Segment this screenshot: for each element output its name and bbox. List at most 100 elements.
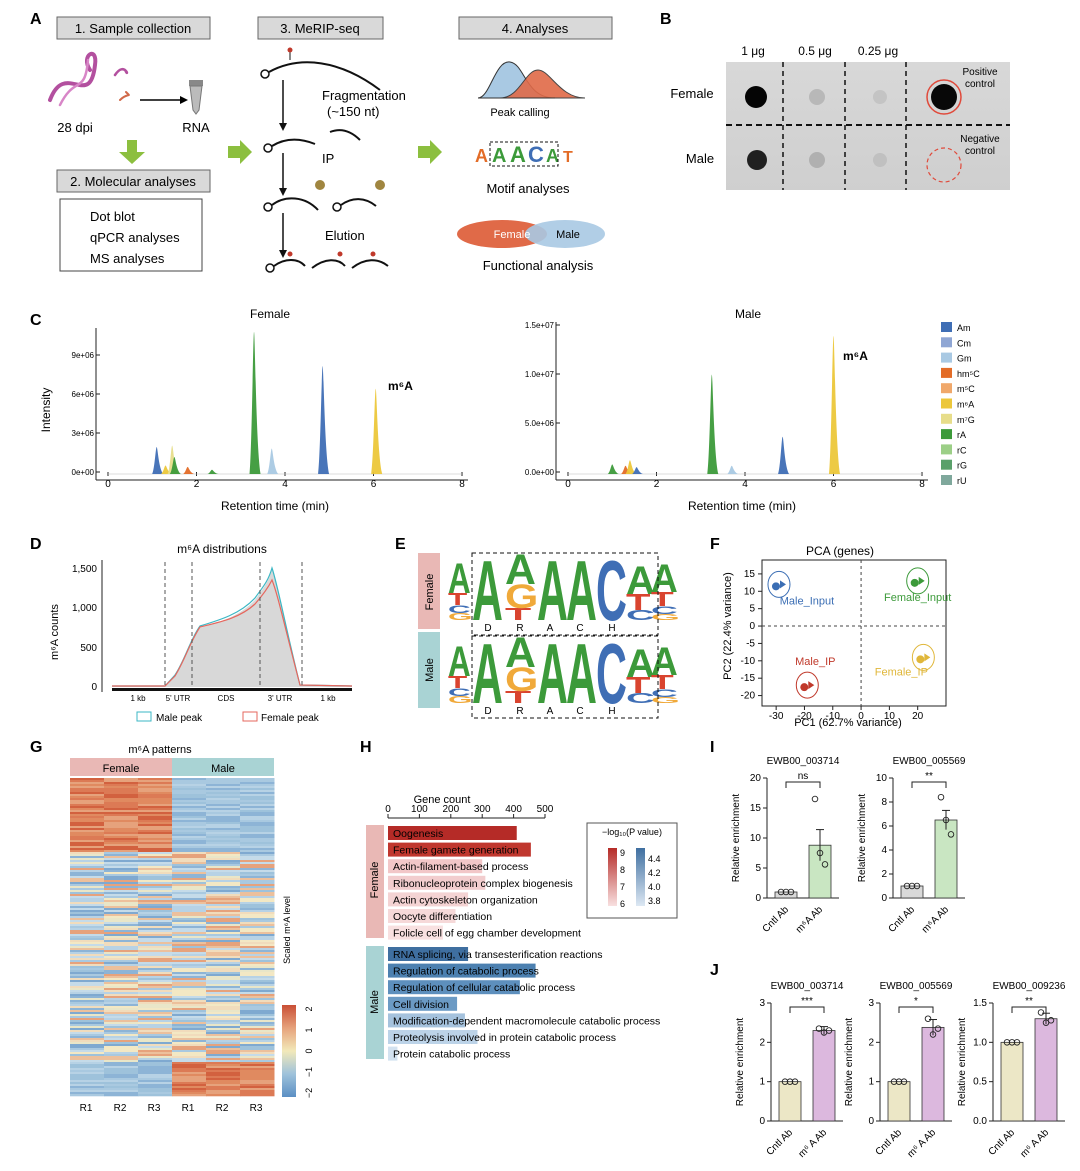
g-heatmap-cell [104,858,139,861]
g-heatmap-cell [70,864,105,867]
g-heatmap-cell [206,790,241,793]
g-heatmap-cell [138,950,173,953]
j3-bar [1000,1041,1024,1122]
g-heatmap-cell [206,980,241,983]
g-heatmap-cell [104,1018,139,1021]
g-heatmap-cell [240,874,275,877]
g-heatmap-cell [104,1094,139,1097]
g-heatmap-cell [172,944,207,947]
g-heatmap-cell [206,966,241,969]
g-heatmap-cell [138,1008,173,1011]
g-heatmap-cell [240,882,275,885]
panel-label-e: E [395,536,406,553]
g-heatmap-cell [172,808,207,811]
i2-sig-bracket [911,781,947,788]
g-heatmap-cell [138,1046,173,1049]
g-heatmap-cell [172,928,207,931]
g-heatmap-cell [104,1012,139,1015]
e-logo-letter: A [537,627,568,722]
g-heatmap-cell [138,956,173,959]
g-heatmap-cell [240,1072,275,1075]
c-female-ytick-label: 3e+06 [72,429,95,438]
g-heatmap-cell [206,890,241,893]
g-heatmap-cell [172,864,207,867]
c-legend-swatch [941,383,952,394]
e-logo-letter: T [448,673,468,692]
g-colorbar-tick: 2 [304,1006,314,1011]
g-heatmap-cell [104,1042,139,1045]
g-heatmap-cell [104,806,139,809]
c-female-ytick-label: 9e+06 [72,351,95,360]
g-heatmap-cell [240,952,275,955]
g-heatmap-cell [206,978,241,981]
g-heatmap-cell [206,922,241,925]
g-heatmap-cell [138,818,173,821]
g-heatmap-cell [70,788,105,791]
g-heatmap-cell [70,914,105,917]
g-heatmap-cell [70,792,105,795]
g-heatmap-cell [206,1030,241,1033]
g-heatmap-cell [104,924,139,927]
d-ytick: 500 [80,643,97,654]
g-heatmap-cell [172,1074,207,1077]
g-heatmap-cell [104,1054,139,1057]
g-heatmap-cell [172,1054,207,1057]
g-heatmap-cell [172,982,207,985]
svg-text:A: A [510,142,526,167]
g-heatmap-cell [70,944,105,947]
g-heatmap-cell [104,1034,139,1037]
f-point [910,578,919,587]
g-heatmap-cell [70,1086,105,1089]
c-female-xtick-label: 0 [105,479,111,490]
g-heatmap-cell [172,1006,207,1009]
c-male-ytick-label: 5.0e+06 [525,419,555,428]
e-logo-letter: C [596,627,627,722]
g-heatmap-cell [70,1036,105,1039]
g-heatmap-cell [240,936,275,939]
g-heatmap-cell [240,1064,275,1067]
g-heatmap-cell [70,1008,105,1011]
c-female-xtick-label: 8 [459,479,465,490]
dot-female-025ug [873,90,887,104]
g-heatmap-cell [138,812,173,815]
j2-category: m⁶ A Ab [905,1127,938,1160]
g-heatmap-cell [104,966,139,969]
c-legend-swatch [941,367,952,378]
g-heatmap-cell [104,870,139,873]
g-heatmap-cell [206,1010,241,1013]
g-heatmap-cell [70,782,105,785]
g-heatmap-cell [206,882,241,885]
g-heatmap-cell [104,816,139,819]
g-heatmap-cell [104,860,139,863]
g-heatmap-cell [104,842,139,845]
g-heatmap-cell [104,1052,139,1055]
g-heatmap-cell [70,822,105,825]
g-heatmap-cell [172,1000,207,1003]
j1-sig-bracket [789,1006,825,1013]
g-heatmap-cell [206,780,241,783]
g-heatmap-cell [70,1072,105,1075]
g-heatmap-cell [240,970,275,973]
g-heatmap-cell [104,848,139,851]
g-heatmap-cell [70,1068,105,1071]
g-heatmap-cell [138,870,173,873]
g-heatmap-cell [240,946,275,949]
svg-text:T: T [563,149,573,166]
g-heatmap-cell [172,948,207,951]
g-heatmap-cell [138,1026,173,1029]
g-heatmap-cell [138,1052,173,1055]
g-heatmap-cell [138,1080,173,1083]
g-heatmap-cell [70,790,105,793]
merip-schematic [260,47,389,273]
g-heatmap-cell [206,1046,241,1049]
g-heatmap-cell [70,902,105,905]
g-heatmap-cell [138,822,173,825]
g-heatmap-cell [70,1028,105,1031]
h-bar-label: Modification-dependent macromolecule cat… [393,1015,660,1027]
g-heatmap-cell [104,984,139,987]
negative-label-2: control [965,146,995,157]
g-heatmap-cell [240,824,275,827]
row-female: Female [670,86,713,101]
g-heatmap-cell [172,1048,207,1051]
g-heatmap-cell [104,822,139,825]
